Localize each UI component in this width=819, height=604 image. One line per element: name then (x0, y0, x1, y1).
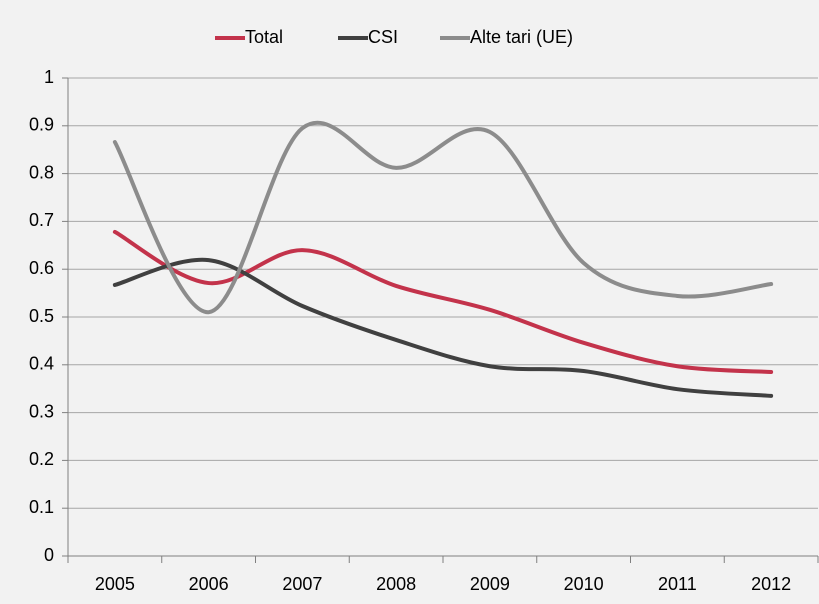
x-tick-label: 2009 (470, 574, 510, 594)
y-tick-label: 0.4 (29, 354, 54, 374)
y-tick-label: 0 (44, 545, 54, 565)
x-tick-label: 2008 (376, 574, 416, 594)
y-tick-label: 0.2 (29, 449, 54, 469)
y-tick-label: 0.6 (29, 258, 54, 278)
x-tick-label: 2010 (564, 574, 604, 594)
y-tick-label: 0.7 (29, 210, 54, 230)
series-line (112, 257, 774, 398)
y-tick-label: 0.1 (29, 497, 54, 517)
y-tick-label: 1 (44, 67, 54, 87)
x-tick-label: 2006 (189, 574, 229, 594)
series-line (112, 229, 774, 374)
y-tick-label: 0.8 (29, 162, 54, 182)
y-tick-label: 0.3 (29, 401, 54, 421)
legend-label: CSI (368, 27, 398, 47)
x-tick-label: 2011 (658, 574, 697, 594)
x-tick-label: 2005 (95, 574, 135, 594)
y-tick-label: 0.5 (29, 306, 54, 326)
x-tick-label: 2012 (751, 574, 791, 594)
legend-label: Total (245, 27, 283, 47)
legend-label: Alte tari (UE) (470, 27, 573, 47)
series-line (112, 120, 774, 315)
y-tick-label: 0.9 (29, 115, 54, 135)
x-tick-label: 2007 (282, 574, 322, 594)
